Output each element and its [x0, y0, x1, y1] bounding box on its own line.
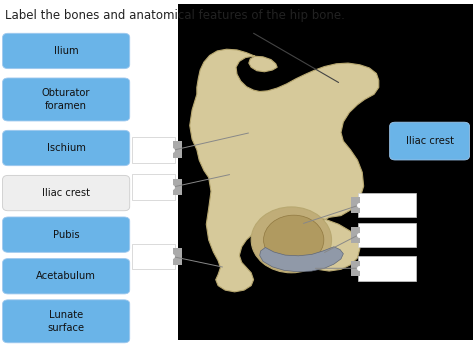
Text: Acetabulum: Acetabulum	[36, 271, 96, 281]
FancyBboxPatch shape	[173, 179, 182, 196]
FancyBboxPatch shape	[2, 300, 130, 343]
Polygon shape	[190, 49, 379, 292]
FancyBboxPatch shape	[351, 227, 360, 243]
FancyBboxPatch shape	[2, 175, 130, 211]
FancyBboxPatch shape	[2, 130, 130, 166]
FancyBboxPatch shape	[351, 197, 360, 213]
Text: Iliac crest: Iliac crest	[406, 136, 454, 146]
FancyBboxPatch shape	[2, 259, 130, 294]
FancyBboxPatch shape	[132, 174, 174, 200]
FancyBboxPatch shape	[173, 142, 182, 158]
Text: Obturator
foramen: Obturator foramen	[42, 88, 91, 111]
Text: Lunate
surface: Lunate surface	[47, 310, 85, 332]
Text: Ilium: Ilium	[54, 46, 79, 56]
FancyBboxPatch shape	[173, 248, 182, 265]
Bar	[178, 4, 474, 340]
FancyBboxPatch shape	[358, 193, 416, 218]
FancyBboxPatch shape	[358, 222, 416, 247]
FancyBboxPatch shape	[2, 78, 130, 121]
Text: Label the bones and anatomical features of the hip bone.: Label the bones and anatomical features …	[5, 9, 345, 22]
FancyBboxPatch shape	[351, 261, 360, 276]
FancyBboxPatch shape	[2, 217, 130, 252]
Text: Ischium: Ischium	[47, 143, 86, 153]
FancyBboxPatch shape	[2, 33, 130, 69]
Ellipse shape	[251, 207, 331, 273]
FancyBboxPatch shape	[390, 122, 470, 160]
FancyBboxPatch shape	[358, 256, 416, 281]
Polygon shape	[260, 247, 343, 272]
FancyBboxPatch shape	[132, 137, 174, 163]
FancyBboxPatch shape	[132, 244, 174, 269]
Ellipse shape	[264, 215, 324, 264]
Text: Pubis: Pubis	[53, 230, 80, 240]
Text: Iliac crest: Iliac crest	[42, 188, 90, 198]
